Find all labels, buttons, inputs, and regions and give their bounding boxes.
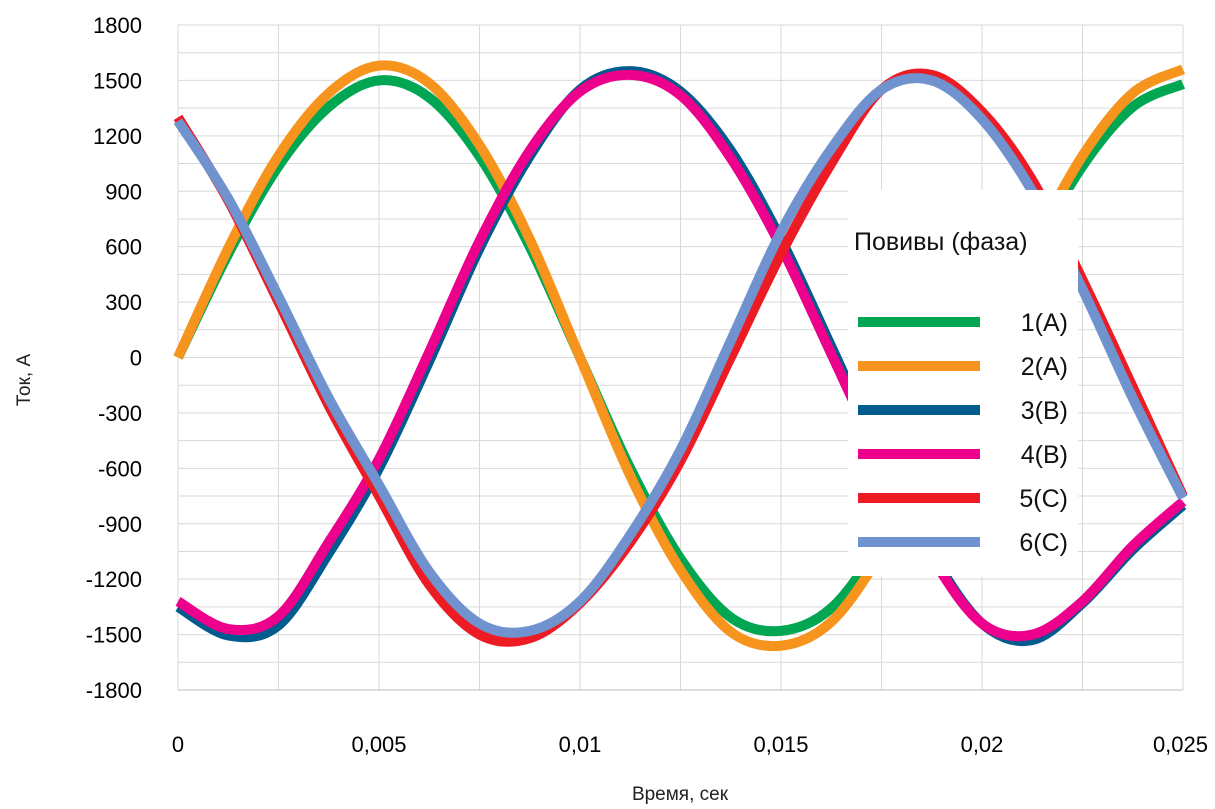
legend-items: 1(A) 2(A) 3(B) 4(B) 5(C) 6(C) — [858, 309, 1068, 557]
legend: Повивы (фаза) 1(A) 2(A) 3(B) 4(B) 5(C) 6(C) — [848, 190, 1078, 576]
y-tick-label: 300 — [105, 290, 142, 315]
y-tick-label: -600 — [98, 456, 142, 481]
y-tick-label: -1500 — [86, 623, 142, 648]
y-axis-title: Ток, А — [14, 354, 35, 407]
y-tick-label: 1200 — [93, 124, 142, 149]
y-tick-label: 900 — [105, 179, 142, 204]
y-tick-label: -300 — [98, 401, 142, 426]
y-tick-labels: -1800 -1500 -1200 -900 -600 -300 0 300 600 900 120… — [86, 13, 142, 703]
x-tick-label: 0,015 — [753, 732, 808, 757]
legend-box — [848, 190, 1078, 576]
x-tick-label: 0,01 — [559, 732, 602, 757]
x-tick-label: 0,02 — [961, 732, 1004, 757]
legend-label: 6(C) — [1019, 529, 1068, 557]
legend-label: 3(B) — [1021, 397, 1068, 425]
legend-label: 1(A) — [1021, 309, 1068, 337]
y-tick-label: -900 — [98, 512, 142, 537]
x-axis-title: Время, сек — [632, 784, 729, 805]
x-tick-labels: 0 0,005 0,01 0,015 0,02 0,025 — [172, 732, 1208, 757]
legend-label: 2(A) — [1021, 353, 1068, 381]
y-tick-label: -1800 — [86, 678, 142, 703]
series-line-4 — [175, 69, 1187, 642]
x-tick-label: 0 — [172, 732, 184, 757]
legend-label: 4(B) — [1021, 441, 1068, 469]
y-tick-label: 600 — [105, 235, 142, 260]
legend-title: Повивы (фаза) — [854, 228, 1028, 256]
y-tick-label: 0 — [130, 346, 142, 371]
y-tick-label: -1200 — [86, 567, 142, 592]
legend-label: 5(C) — [1019, 485, 1068, 513]
y-tick-label: 1500 — [93, 68, 142, 93]
y-tick-label: 1800 — [93, 13, 142, 38]
x-tick-label: 0,005 — [351, 732, 406, 757]
x-tick-label: 0,025 — [1153, 732, 1208, 757]
